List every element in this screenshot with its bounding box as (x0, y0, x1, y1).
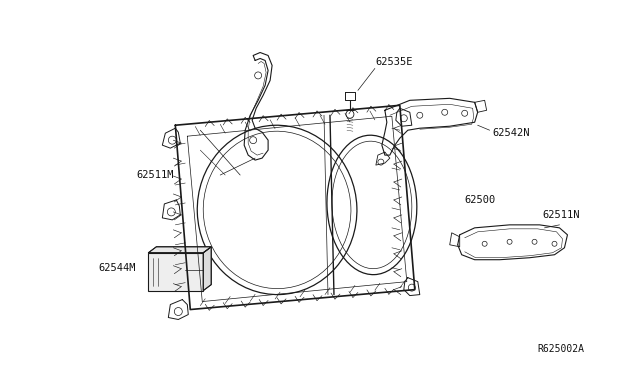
Circle shape (408, 284, 415, 291)
Circle shape (167, 208, 175, 216)
Text: 62542N: 62542N (493, 128, 530, 138)
Circle shape (346, 110, 354, 118)
Circle shape (250, 137, 257, 144)
Circle shape (255, 72, 262, 79)
Text: 62511M: 62511M (136, 170, 174, 180)
Polygon shape (204, 247, 211, 291)
Circle shape (401, 115, 407, 122)
Polygon shape (148, 247, 211, 253)
Text: 62535E: 62535E (375, 57, 412, 67)
Circle shape (482, 241, 487, 246)
Circle shape (461, 110, 468, 116)
Text: 62511N: 62511N (543, 210, 580, 220)
Circle shape (442, 109, 448, 115)
Circle shape (174, 308, 182, 315)
Circle shape (378, 159, 384, 165)
Circle shape (552, 241, 557, 246)
Circle shape (507, 239, 512, 244)
Circle shape (417, 112, 423, 118)
Bar (148, 253, 204, 291)
Text: 62544M: 62544M (99, 263, 136, 273)
Text: R625002A: R625002A (538, 344, 584, 355)
Text: 62500: 62500 (465, 195, 496, 205)
Circle shape (532, 239, 537, 244)
Circle shape (168, 136, 176, 144)
